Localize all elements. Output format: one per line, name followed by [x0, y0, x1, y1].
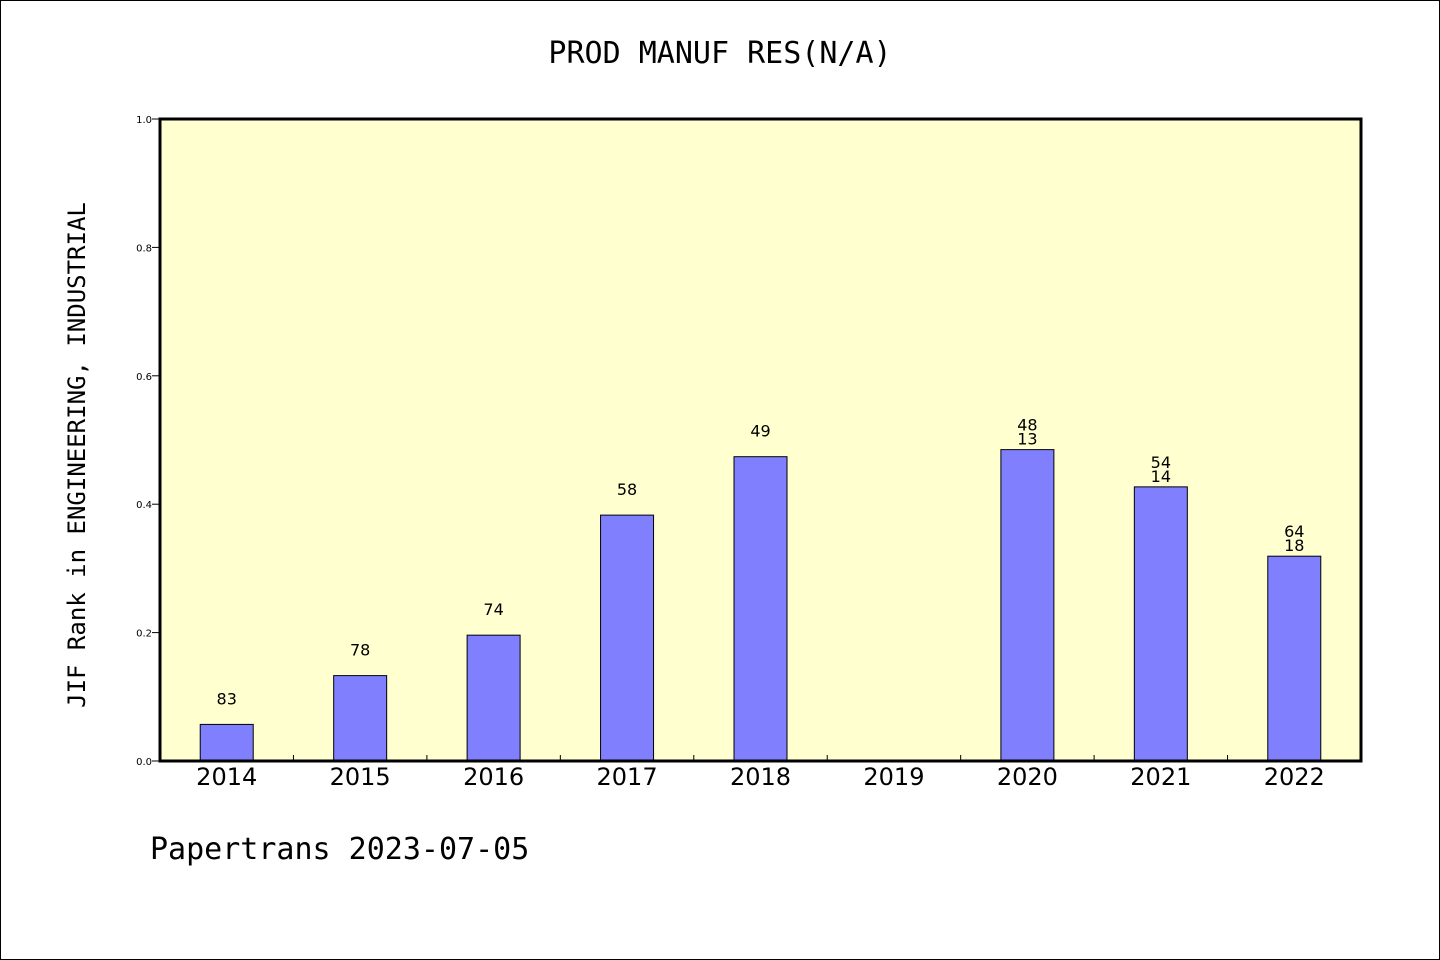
data-label-2018-1: 49: [750, 422, 770, 441]
x-tick-label-2020: 2020: [997, 763, 1058, 791]
y-tick-label-0.4: 0.4: [136, 500, 152, 511]
bar-2018: [733, 456, 788, 762]
footer-credit: Papertrans 2023-07-05: [150, 832, 530, 867]
data-label-2022-2: 18: [1284, 536, 1304, 555]
x-tick-label-2017: 2017: [597, 763, 658, 791]
x-tick-label-2019: 2019: [863, 763, 924, 791]
bar-2021: [1133, 486, 1188, 762]
y-tick-label-0.0: 0.0: [136, 757, 152, 768]
bar-2016: [466, 634, 521, 762]
y-tick-label-1.0: 1.0: [136, 115, 152, 126]
x-tick-label-2016: 2016: [463, 763, 524, 791]
y-tick-label-0.2: 0.2: [136, 629, 152, 640]
data-label-2017-1: 58: [617, 480, 637, 499]
bar-2022: [1267, 555, 1322, 762]
data-label-2021-2: 14: [1151, 467, 1171, 486]
chart-title: PROD MANUF RES(N/A): [548, 36, 892, 71]
x-tick-label-2021: 2021: [1130, 763, 1191, 791]
data-label-2016-1: 74: [483, 600, 503, 619]
x-tick-label-2018: 2018: [730, 763, 791, 791]
data-label-2020-2: 13: [1017, 430, 1037, 449]
bar-2020: [1000, 449, 1055, 762]
data-label-2021-1: 54: [1151, 453, 1171, 472]
y-tick-label-0.8: 0.8: [136, 243, 152, 254]
data-label-2014-1: 83: [217, 689, 237, 708]
x-tick-label-2014: 2014: [196, 763, 257, 791]
bar-2015: [333, 675, 388, 762]
data-label-2020-1: 48: [1017, 416, 1037, 435]
data-label-2015-1: 78: [350, 641, 370, 660]
y-tick-label-0.6: 0.6: [136, 372, 152, 383]
x-tick-label-2022: 2022: [1264, 763, 1325, 791]
x-tick-label-2015: 2015: [330, 763, 391, 791]
bar-2017: [600, 514, 655, 762]
data-label-2022-1: 64: [1284, 522, 1304, 541]
plot-border: [158, 117, 1363, 763]
bar-2014: [199, 723, 254, 762]
